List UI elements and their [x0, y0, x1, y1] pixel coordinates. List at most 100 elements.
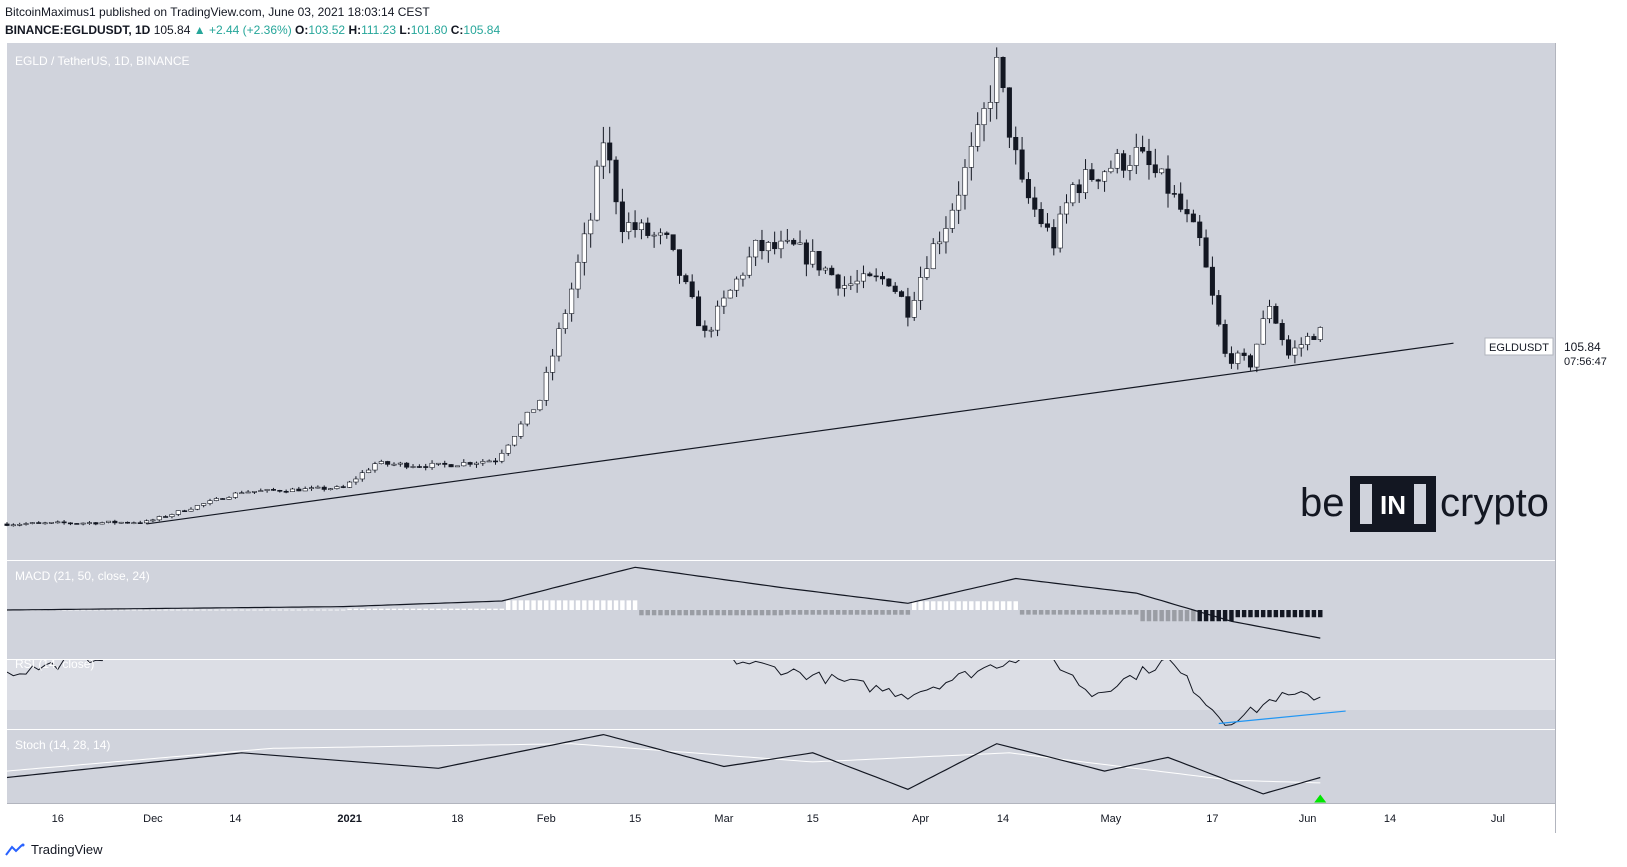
candle-body [702, 325, 708, 331]
candle-body [1133, 147, 1139, 166]
candle-body [607, 142, 613, 161]
candle-body [366, 469, 372, 473]
candle-body [1127, 165, 1133, 171]
current-price-label: 105.84 [1564, 340, 1601, 354]
candle-body [943, 228, 949, 243]
close-label: C: [450, 23, 464, 37]
candle-body [1083, 169, 1089, 194]
macd-histogram-bar [569, 600, 574, 610]
macd-histogram-bar [791, 610, 796, 615]
candle-body [1095, 179, 1101, 182]
candle-body [1317, 327, 1323, 340]
macd-histogram-bar [131, 609, 137, 611]
macd-histogram-bar [188, 609, 194, 611]
macd-histogram-bar [1203, 610, 1209, 622]
candle-body [911, 300, 917, 318]
macd-histogram-bar [398, 608, 403, 610]
candle-body [1165, 168, 1171, 194]
candle-body [708, 329, 714, 332]
symbol-title: BINANCE:EGLDUSDT, 1D [5, 23, 151, 37]
candle-body [423, 466, 429, 468]
macd-histogram-bar [683, 610, 689, 616]
candle-body [531, 409, 537, 413]
candle-body [359, 472, 365, 480]
candle-body [404, 462, 410, 468]
high-label: H: [348, 23, 362, 37]
macd-histogram-bar [201, 609, 206, 611]
rsi-legend: RSI (14, close) [15, 657, 94, 671]
macd-histogram-bar [1134, 610, 1139, 615]
candle-body [930, 243, 936, 270]
candle-body [309, 487, 315, 489]
macd-histogram-bar [588, 600, 593, 610]
candle-body [651, 234, 657, 237]
macd-histogram-bar [1057, 610, 1063, 615]
candle-body [1006, 87, 1012, 138]
candle-body [61, 521, 67, 524]
candle-body [302, 488, 308, 492]
candle-body [657, 232, 663, 236]
macd-histogram-bar [1083, 610, 1088, 615]
macd-histogram-bar [753, 610, 758, 616]
macd-histogram-bar [277, 609, 283, 611]
footer-brand[interactable]: TradingView [5, 842, 103, 857]
macd-histogram-bar [658, 610, 663, 616]
candle-body [239, 492, 245, 495]
candle-body [886, 278, 892, 287]
candle-body [36, 522, 42, 524]
candle-body [734, 278, 740, 291]
candle-body [4, 523, 10, 526]
time-tick-label: Jun [1299, 813, 1317, 825]
candle-body [512, 436, 518, 446]
macd-histogram-bar [1299, 610, 1304, 618]
stoch-pane[interactable] [7, 730, 1555, 803]
publisher-name[interactable]: BitcoinMaximus1 [5, 5, 96, 19]
macd-histogram-bar [1248, 610, 1253, 618]
candle-body [315, 486, 321, 489]
time-tick-label: May [1101, 813, 1122, 825]
macd-histogram-bar [1140, 610, 1145, 622]
countdown-label: 07:56:47 [1564, 356, 1607, 368]
axis-unit-label: USDT [1575, 54, 1605, 66]
candle-body [461, 462, 467, 467]
macd-histogram-bar [1153, 610, 1158, 622]
macd-histogram-bar [486, 608, 492, 610]
candle-body [1209, 266, 1215, 296]
macd-histogram-bar [607, 600, 612, 610]
candle-body [137, 522, 143, 524]
candle-body [289, 488, 296, 492]
candle-body [232, 492, 238, 498]
candle-body [226, 497, 232, 500]
candle-body [1222, 324, 1228, 354]
candle-body [1114, 153, 1120, 169]
macd-histogram-bar [302, 609, 308, 611]
candle-body [1063, 202, 1070, 215]
macd-histogram-bar [169, 609, 175, 611]
macd-histogram-bar [689, 610, 695, 616]
macd-histogram-bar [99, 609, 105, 611]
candle-body [385, 461, 391, 465]
stoch-tick-label: 40.00 [1560, 771, 1588, 783]
macd-histogram-bar [537, 600, 543, 610]
candle-body [258, 490, 264, 492]
macd-histogram-bar [1178, 610, 1183, 622]
candle-body [1184, 209, 1190, 215]
macd-histogram-bar [804, 610, 809, 615]
change-up-icon: ▲ [193, 23, 206, 37]
candle-body [1051, 227, 1057, 249]
macd-histogram-bar [93, 609, 99, 611]
candle-body [619, 201, 625, 233]
macd-histogram-bar [582, 600, 587, 610]
macd-tick-label: 0.00 [1560, 605, 1581, 617]
candle-body [848, 283, 854, 286]
macd-histogram-bar [1115, 610, 1120, 615]
macd-histogram-bar [747, 610, 752, 616]
time-tick-label: Jul [1491, 813, 1505, 825]
price-tick-label: 240.00 [1560, 53, 1594, 65]
price-tick-label: 20.00 [1560, 495, 1588, 507]
support-trendline [146, 342, 1454, 525]
main-pane[interactable] [7, 43, 1555, 560]
macd-histogram-bar [391, 608, 397, 610]
candle-body [67, 522, 73, 525]
